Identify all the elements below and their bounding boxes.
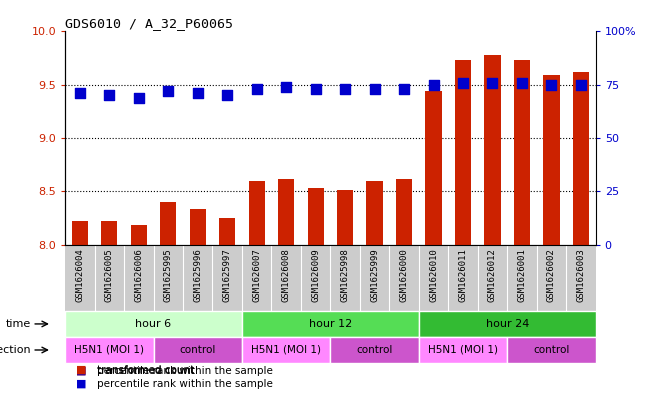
Text: hour 6: hour 6 [135, 319, 172, 329]
Text: GDS6010 / A_32_P60065: GDS6010 / A_32_P60065 [65, 17, 233, 30]
Bar [426, 91, 441, 244]
Text: GSM1625995: GSM1625995 [164, 248, 173, 302]
Text: H5N1 (MOI 1): H5N1 (MOI 1) [251, 345, 321, 355]
Bar [65, 311, 242, 337]
Text: GSM1626002: GSM1626002 [547, 248, 556, 302]
Point [546, 82, 557, 88]
Bar [154, 337, 242, 363]
Point [311, 86, 321, 92]
Bar [573, 72, 589, 244]
Text: GSM1626009: GSM1626009 [311, 248, 320, 302]
Text: GSM1626006: GSM1626006 [134, 248, 143, 302]
Text: GSM1626000: GSM1626000 [400, 248, 409, 302]
Text: GSM1625999: GSM1625999 [370, 248, 379, 302]
Text: transformed count: transformed count [97, 365, 194, 375]
Text: GSM1626007: GSM1626007 [252, 248, 261, 302]
Point [133, 94, 144, 101]
Bar [242, 311, 419, 337]
Bar [249, 181, 265, 244]
Bar [65, 337, 154, 363]
Bar [219, 218, 235, 244]
Text: GSM1626005: GSM1626005 [105, 248, 114, 302]
Text: GSM1625997: GSM1625997 [223, 248, 232, 302]
Point [163, 88, 173, 94]
Point [193, 90, 203, 96]
Text: GSM1626003: GSM1626003 [576, 248, 585, 302]
Point [458, 79, 468, 86]
Text: ■: ■ [76, 379, 86, 389]
Bar [101, 221, 117, 244]
Text: control: control [533, 345, 570, 355]
Bar [455, 60, 471, 244]
Text: ■: ■ [76, 366, 86, 376]
Text: ■: ■ [76, 366, 86, 376]
Text: time: time [5, 319, 31, 329]
Text: GSM1626004: GSM1626004 [76, 248, 85, 302]
Text: H5N1 (MOI 1): H5N1 (MOI 1) [428, 345, 498, 355]
Text: transformed count: transformed count [97, 366, 194, 376]
Bar [367, 181, 383, 244]
Text: H5N1 (MOI 1): H5N1 (MOI 1) [74, 345, 145, 355]
Point [281, 84, 292, 90]
Text: percentile rank within the sample: percentile rank within the sample [97, 366, 273, 376]
Text: GSM1625998: GSM1625998 [340, 248, 350, 302]
Bar [419, 337, 507, 363]
Bar [396, 178, 412, 244]
Bar [131, 226, 147, 244]
Point [251, 86, 262, 92]
Point [340, 86, 350, 92]
Text: GSM1626011: GSM1626011 [458, 248, 467, 302]
Text: control: control [356, 345, 393, 355]
Text: ■: ■ [76, 365, 86, 375]
Text: GSM1626008: GSM1626008 [282, 248, 290, 302]
Bar [278, 178, 294, 244]
Bar [242, 337, 331, 363]
Text: GSM1626012: GSM1626012 [488, 248, 497, 302]
Point [575, 82, 586, 88]
Text: hour 12: hour 12 [309, 319, 352, 329]
Bar [544, 75, 560, 244]
Bar [307, 188, 324, 244]
Point [428, 82, 439, 88]
Bar [507, 337, 596, 363]
Bar [331, 337, 419, 363]
Bar [189, 209, 206, 244]
Text: GSM1625996: GSM1625996 [193, 248, 202, 302]
Text: GSM1626010: GSM1626010 [429, 248, 438, 302]
Text: percentile rank within the sample: percentile rank within the sample [97, 379, 273, 389]
Text: hour 24: hour 24 [486, 319, 529, 329]
Point [488, 79, 498, 86]
Bar [337, 190, 353, 244]
Point [369, 86, 380, 92]
Text: GSM1626001: GSM1626001 [518, 248, 527, 302]
Point [517, 79, 527, 86]
Bar [514, 60, 530, 244]
Bar [484, 55, 501, 244]
Text: control: control [180, 345, 216, 355]
Point [104, 92, 115, 99]
Bar [72, 221, 88, 244]
Bar [160, 202, 176, 244]
Point [399, 86, 409, 92]
Bar [419, 311, 596, 337]
Text: infection: infection [0, 345, 31, 355]
Point [75, 90, 85, 96]
Point [222, 92, 232, 99]
